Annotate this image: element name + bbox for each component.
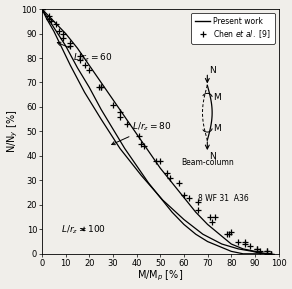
Legend: Present work, Chen $et\ al.$ [9]: Present work, Chen $et\ al.$ [9] <box>191 13 275 44</box>
Text: N: N <box>209 152 216 161</box>
Text: 8 WF 31  A36: 8 WF 31 A36 <box>198 194 248 203</box>
Text: N: N <box>209 66 216 75</box>
X-axis label: M/M$_p$ [%]: M/M$_p$ [%] <box>137 269 183 284</box>
Text: M: M <box>213 124 221 133</box>
Text: $L/r_z = 100$: $L/r_z = 100$ <box>61 223 106 236</box>
Text: $L/r_z = 80$: $L/r_z = 80$ <box>112 120 171 145</box>
Y-axis label: N/N$_y$ [%]: N/N$_y$ [%] <box>6 110 20 153</box>
Text: $L/r_z = 60$: $L/r_z = 60$ <box>57 42 112 64</box>
Text: Beam-column: Beam-column <box>181 158 234 167</box>
Text: M: M <box>213 93 221 102</box>
